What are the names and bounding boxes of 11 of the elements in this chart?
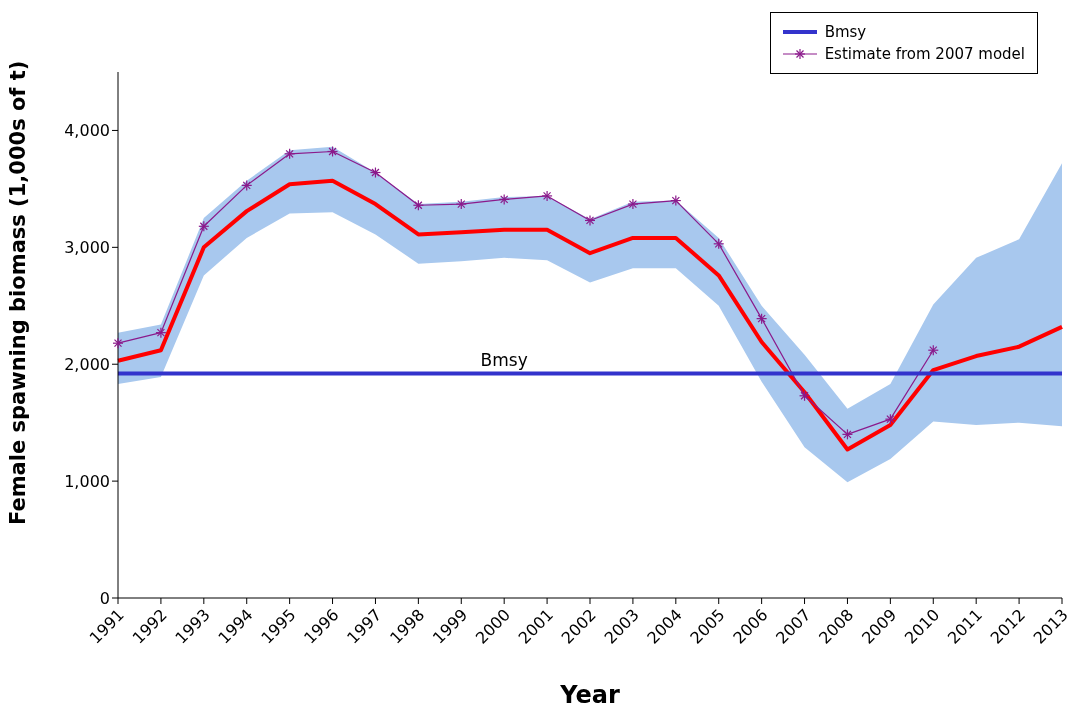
y-tick-label: 3,000 [64,238,110,258]
y-tick-label: 4,000 [64,121,110,141]
legend-label: Bmsy [824,23,867,41]
line-series [116,178,1064,452]
y-tick-label: 0 [99,588,110,608]
y-tick-label: 1,000 [64,471,110,491]
annotation: Bmsy [480,349,528,370]
y-axis-title: Female spawning biomass (1,000s of t) [6,60,31,525]
x-axis-title: Year [559,681,620,709]
y-tick-label: 2,000 [64,354,110,374]
legend-label: Estimate from 2007 model [824,45,1025,63]
